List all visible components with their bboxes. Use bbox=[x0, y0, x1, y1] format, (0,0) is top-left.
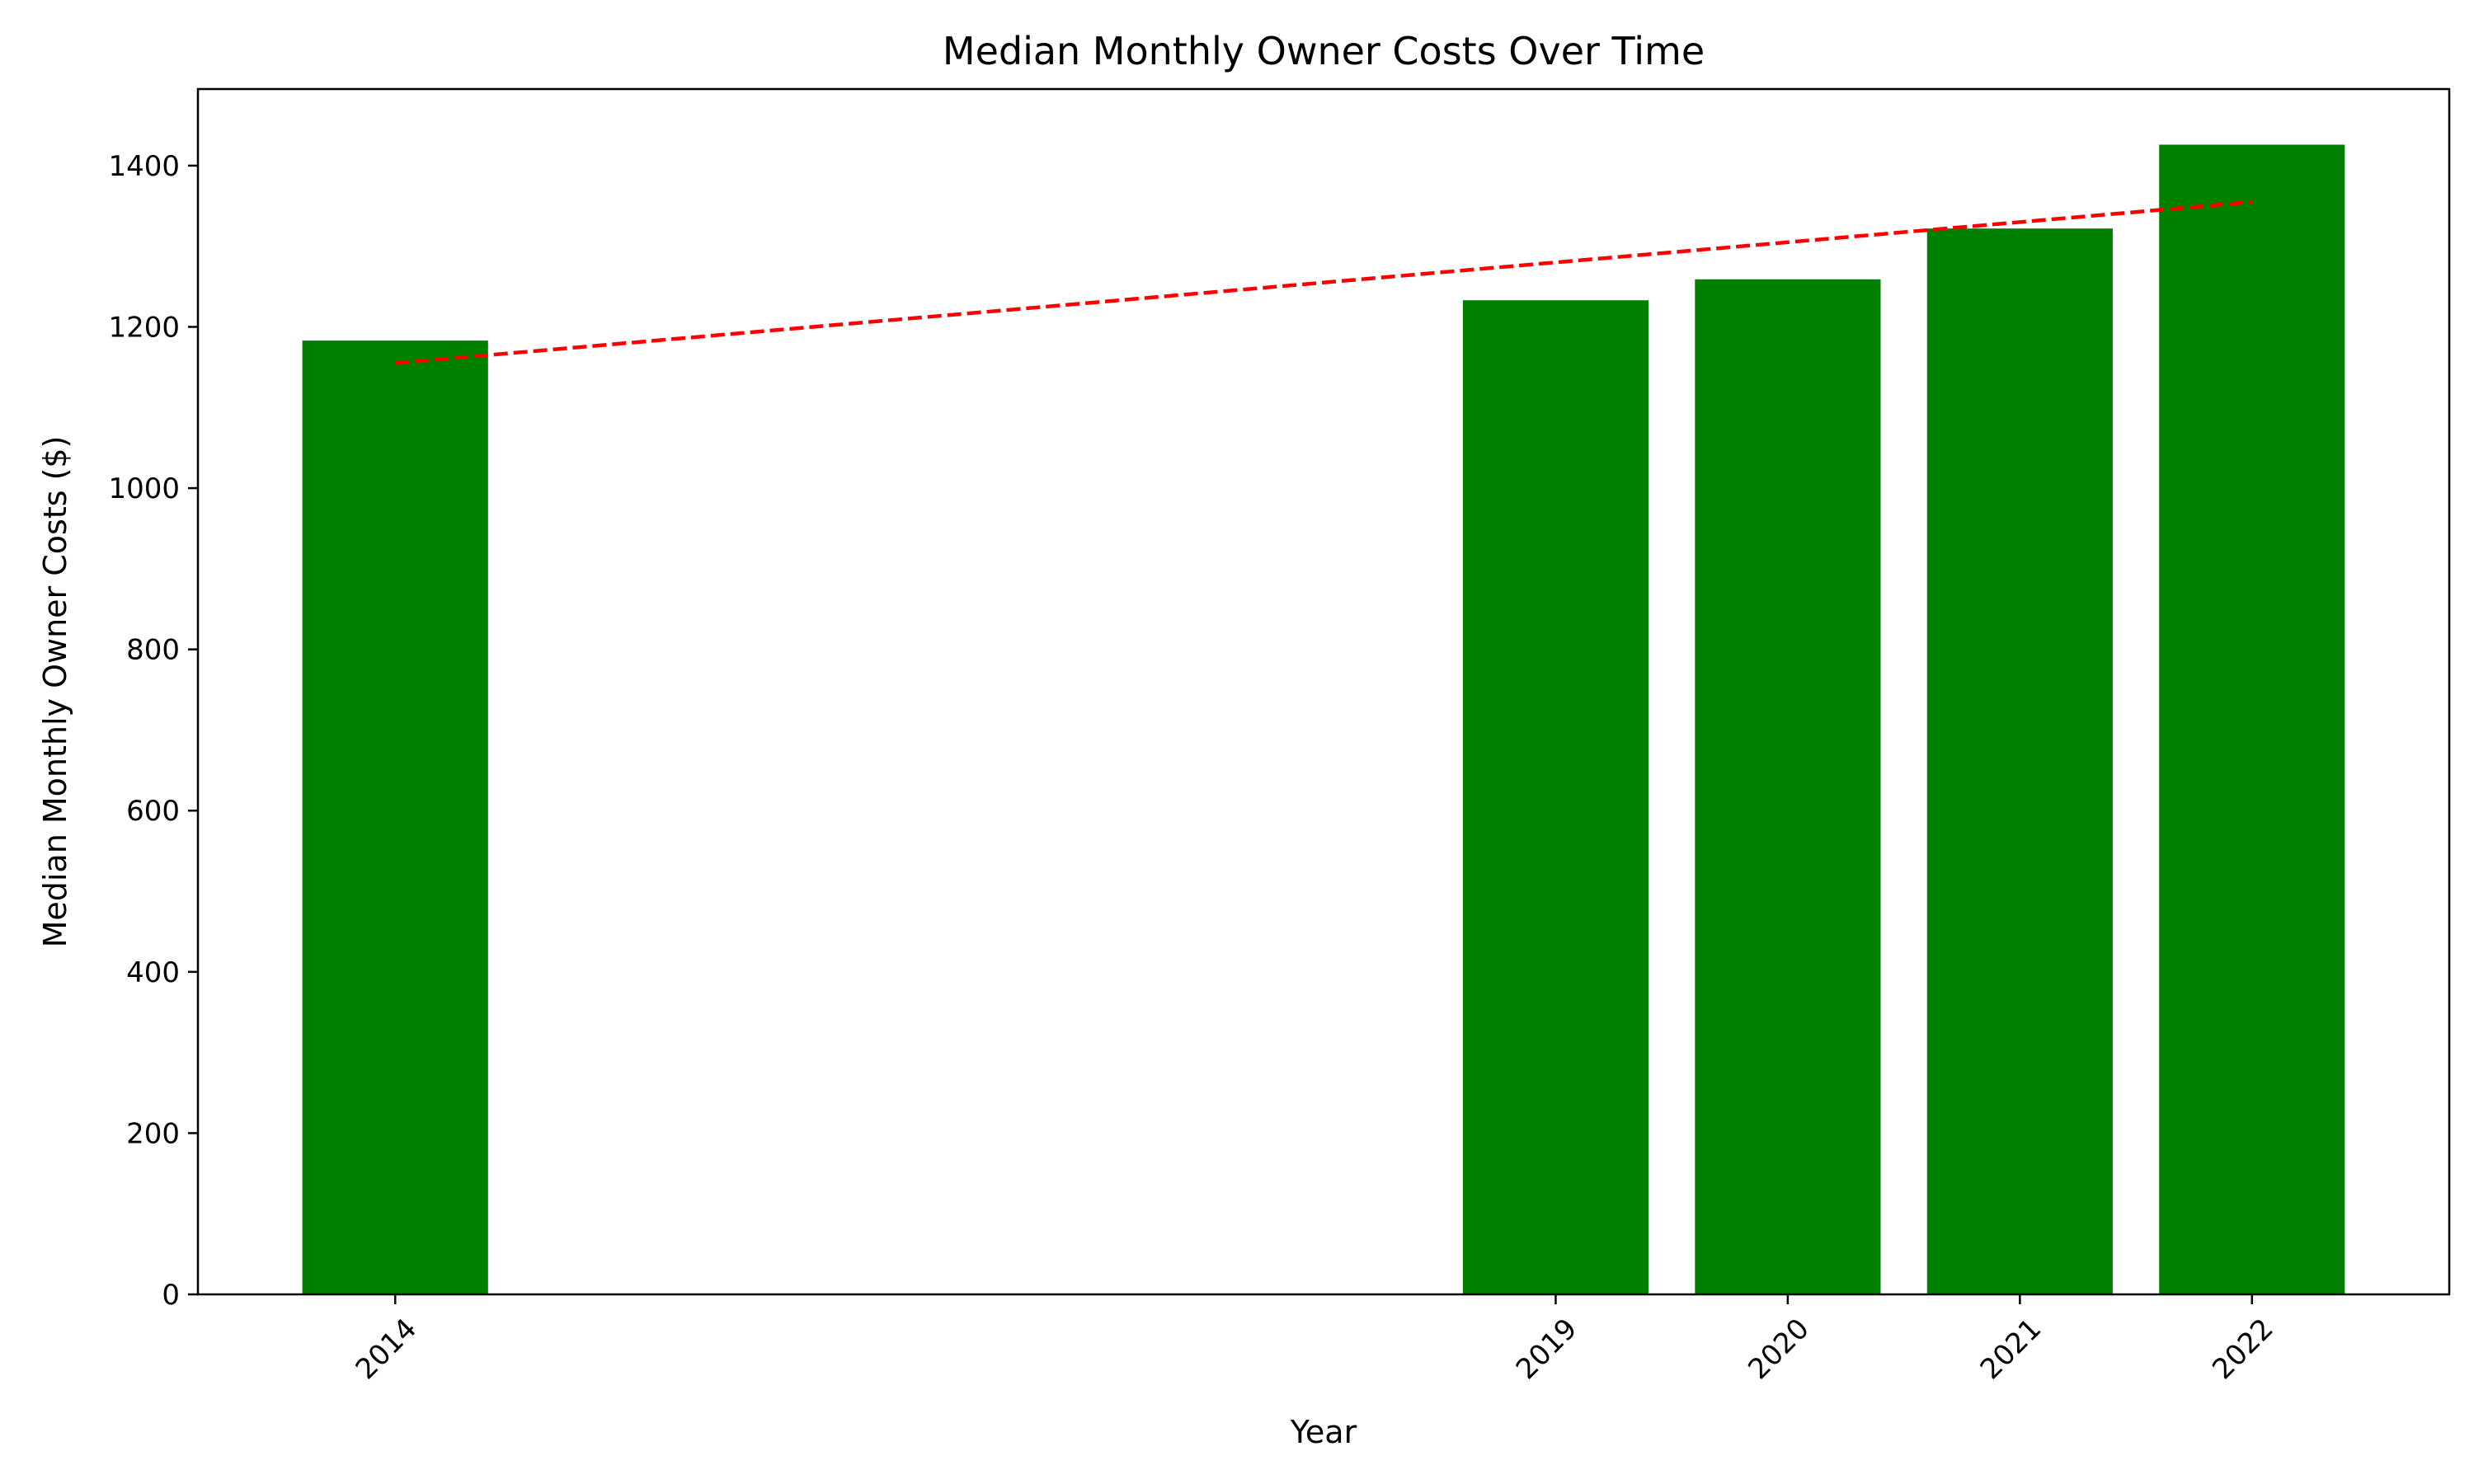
bar-2020 bbox=[1695, 279, 1881, 1294]
y-tick-label-1000: 1000 bbox=[108, 472, 180, 505]
y-tick-label-1200: 1200 bbox=[108, 311, 180, 344]
chart-title: Median Monthly Owner Costs Over Time bbox=[943, 29, 1705, 73]
plot-frame bbox=[196, 87, 2451, 1296]
bar-2014 bbox=[302, 340, 488, 1294]
y-tick-label-600: 600 bbox=[126, 795, 180, 828]
y-tick-label-1400: 1400 bbox=[108, 150, 180, 183]
trend-line bbox=[395, 200, 2252, 365]
bar-2022 bbox=[2159, 144, 2345, 1294]
y-tick-label-200: 200 bbox=[126, 1117, 180, 1150]
x-axis-label: Year bbox=[1290, 1414, 1357, 1450]
bar-2021 bbox=[1926, 228, 2113, 1294]
bars-group bbox=[302, 144, 2345, 1294]
y-tick-label-400: 400 bbox=[126, 956, 180, 989]
y-tick-label-800: 800 bbox=[126, 634, 180, 667]
y-tick-label-0: 0 bbox=[162, 1279, 180, 1312]
y-axis: 0 200 400 600 800 1000 1200 1400 bbox=[108, 150, 198, 1312]
trend-group bbox=[395, 200, 2252, 365]
bar-2019 bbox=[1462, 300, 1649, 1294]
y-axis-label: Median Monthly Owner Costs ($) bbox=[37, 436, 73, 948]
